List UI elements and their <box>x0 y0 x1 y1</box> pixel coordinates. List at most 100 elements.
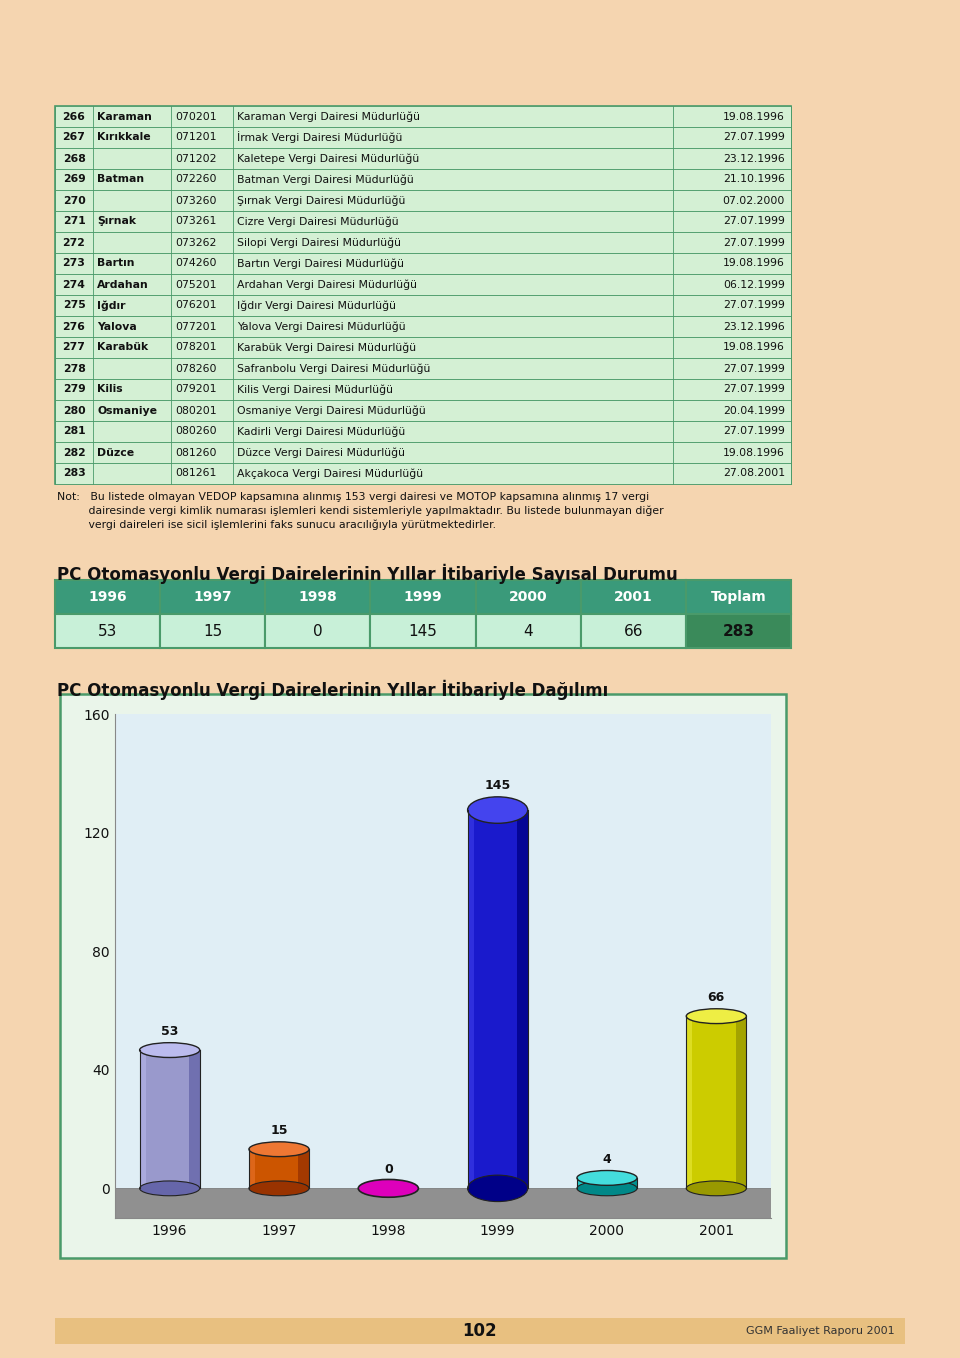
Text: Ardahan Vergi Dairesi Müdurlüğü: Ardahan Vergi Dairesi Müdurlüğü <box>237 280 417 289</box>
Text: 20.04.1999: 20.04.1999 <box>723 406 785 416</box>
Text: PC Otomasyonlu Vergi Dairelerinin Yıllar İtibariyle Dağılımı: PC Otomasyonlu Vergi Dairelerinin Yıllar… <box>57 680 609 701</box>
Bar <box>55 463 791 483</box>
Text: 66: 66 <box>624 623 643 638</box>
Text: 268: 268 <box>62 153 85 163</box>
Text: Şırnak: Şırnak <box>97 216 136 227</box>
Text: Kadirli Vergi Dairesi Müdurlüğü: Kadirli Vergi Dairesi Müdurlüğü <box>237 426 405 437</box>
Text: Yalova: Yalova <box>97 322 136 331</box>
Text: 080201: 080201 <box>175 406 217 416</box>
Bar <box>577 1177 637 1188</box>
Bar <box>468 811 473 1188</box>
Text: Bartın: Bartın <box>97 258 134 269</box>
Bar <box>249 1149 309 1188</box>
Text: 102: 102 <box>463 1321 497 1340</box>
Text: 073261: 073261 <box>175 216 216 227</box>
Text: 27.07.1999: 27.07.1999 <box>723 216 785 227</box>
Ellipse shape <box>139 1043 200 1058</box>
Ellipse shape <box>686 1009 747 1024</box>
Text: 27.07.1999: 27.07.1999 <box>723 238 785 247</box>
Text: 0: 0 <box>384 1164 393 1176</box>
Text: 078260: 078260 <box>175 364 217 373</box>
Ellipse shape <box>249 1142 309 1157</box>
Bar <box>265 614 371 648</box>
Text: 277: 277 <box>62 342 85 353</box>
Text: Şırnak Vergi Dairesi Müdurlüğü: Şırnak Vergi Dairesi Müdurlüğü <box>237 196 405 206</box>
Text: 280: 280 <box>62 406 85 416</box>
Text: 1996: 1996 <box>88 589 127 604</box>
Text: Cizre Vergi Dairesi Müdurlüğü: Cizre Vergi Dairesi Müdurlüğü <box>237 216 398 227</box>
Ellipse shape <box>249 1181 309 1196</box>
Bar <box>685 580 791 614</box>
Bar <box>577 1177 583 1188</box>
Bar <box>735 1016 747 1188</box>
Text: 07.02.2000: 07.02.2000 <box>723 196 785 205</box>
Text: Safranbolu Vergi Dairesi Müdurlüğü: Safranbolu Vergi Dairesi Müdurlüğü <box>237 363 430 373</box>
Text: 273: 273 <box>62 258 85 269</box>
Text: 27.07.1999: 27.07.1999 <box>723 384 785 395</box>
Text: Karabük Vergi Dairesi Müdurlüğü: Karabük Vergi Dairesi Müdurlüğü <box>237 342 416 353</box>
Text: 282: 282 <box>62 448 85 458</box>
Text: 19.08.1996: 19.08.1996 <box>723 342 785 353</box>
Text: 27.07.1999: 27.07.1999 <box>723 300 785 311</box>
Text: Akçakoca Vergi Dairesi Müdurlüğü: Akçakoca Vergi Dairesi Müdurlüğü <box>237 469 423 479</box>
Ellipse shape <box>686 1181 747 1196</box>
Text: Not:   Bu listede olmayan VEDOP kapsamına alınmış 153 vergi dairesi ve MOTOP kap: Not: Bu listede olmayan VEDOP kapsamına … <box>57 492 649 502</box>
Text: Yalova Vergi Dairesi Müdurlüğü: Yalova Vergi Dairesi Müdurlüğü <box>237 322 406 331</box>
Bar <box>189 1050 200 1188</box>
Text: 66: 66 <box>708 991 725 1005</box>
Bar <box>55 128 791 148</box>
Text: dairesinde vergi kimlik numarası işlemleri kendi sistemleriyle yapılmaktadır. Bu: dairesinde vergi kimlik numarası işlemle… <box>57 507 663 516</box>
Text: 21.10.1996: 21.10.1996 <box>723 174 785 185</box>
Text: 19.08.1996: 19.08.1996 <box>723 111 785 121</box>
Text: 267: 267 <box>62 133 85 143</box>
Bar <box>686 1016 746 1188</box>
Text: Düzce: Düzce <box>97 448 134 458</box>
Bar <box>139 1050 146 1188</box>
Text: 281: 281 <box>62 426 85 436</box>
Bar <box>468 811 528 1188</box>
Text: 27.07.1999: 27.07.1999 <box>723 426 785 436</box>
Text: 1998: 1998 <box>299 589 337 604</box>
Text: 06.12.1999: 06.12.1999 <box>723 280 785 289</box>
Text: Osmaniye Vergi Dairesi Müdurlüğü: Osmaniye Vergi Dairesi Müdurlüğü <box>237 405 425 416</box>
Text: 077201: 077201 <box>175 322 217 331</box>
Text: 283: 283 <box>62 469 85 478</box>
Text: Kırıkkale: Kırıkkale <box>97 133 151 143</box>
Bar <box>55 190 791 210</box>
Text: 19.08.1996: 19.08.1996 <box>723 448 785 458</box>
Text: 270: 270 <box>62 196 85 205</box>
Text: 276: 276 <box>62 322 85 331</box>
Bar <box>55 253 791 274</box>
Bar <box>160 614 265 648</box>
Text: 1997: 1997 <box>193 589 232 604</box>
Bar <box>265 580 371 614</box>
Bar <box>55 148 791 168</box>
Text: 145: 145 <box>485 779 511 792</box>
Text: 080260: 080260 <box>175 426 217 436</box>
Text: 27.08.2001: 27.08.2001 <box>723 469 785 478</box>
Text: Karabük: Karabük <box>97 342 148 353</box>
Bar <box>55 106 791 483</box>
Bar <box>626 1177 637 1188</box>
Text: 072260: 072260 <box>175 174 217 185</box>
Bar <box>55 401 791 421</box>
Text: 266: 266 <box>62 111 85 121</box>
Bar <box>685 614 791 648</box>
Text: 27.07.1999: 27.07.1999 <box>723 133 785 143</box>
Text: Silopi Vergi Dairesi Müdurlüğü: Silopi Vergi Dairesi Müdurlüğü <box>237 238 401 247</box>
Bar <box>516 811 528 1188</box>
Text: 074260: 074260 <box>175 258 217 269</box>
Text: 269: 269 <box>62 174 85 185</box>
Bar <box>55 106 791 128</box>
Bar <box>55 421 791 441</box>
Text: 23.12.1996: 23.12.1996 <box>723 322 785 331</box>
Text: 073262: 073262 <box>175 238 216 247</box>
Text: 279: 279 <box>62 384 85 395</box>
Bar <box>139 1050 200 1188</box>
Text: PC Otomasyonlu Vergi Dairelerinin Yıllar İtibariyle Sayısal Durumu: PC Otomasyonlu Vergi Dairelerinin Yıllar… <box>57 564 678 584</box>
Text: İrmak Vergi Dairesi Müdurlüğü: İrmak Vergi Dairesi Müdurlüğü <box>237 132 402 144</box>
Text: 53: 53 <box>161 1025 179 1039</box>
Text: Batman Vergi Dairesi Müdurlüğü: Batman Vergi Dairesi Müdurlüğü <box>237 174 414 185</box>
Text: 145: 145 <box>409 623 438 638</box>
Text: 15: 15 <box>204 623 223 638</box>
